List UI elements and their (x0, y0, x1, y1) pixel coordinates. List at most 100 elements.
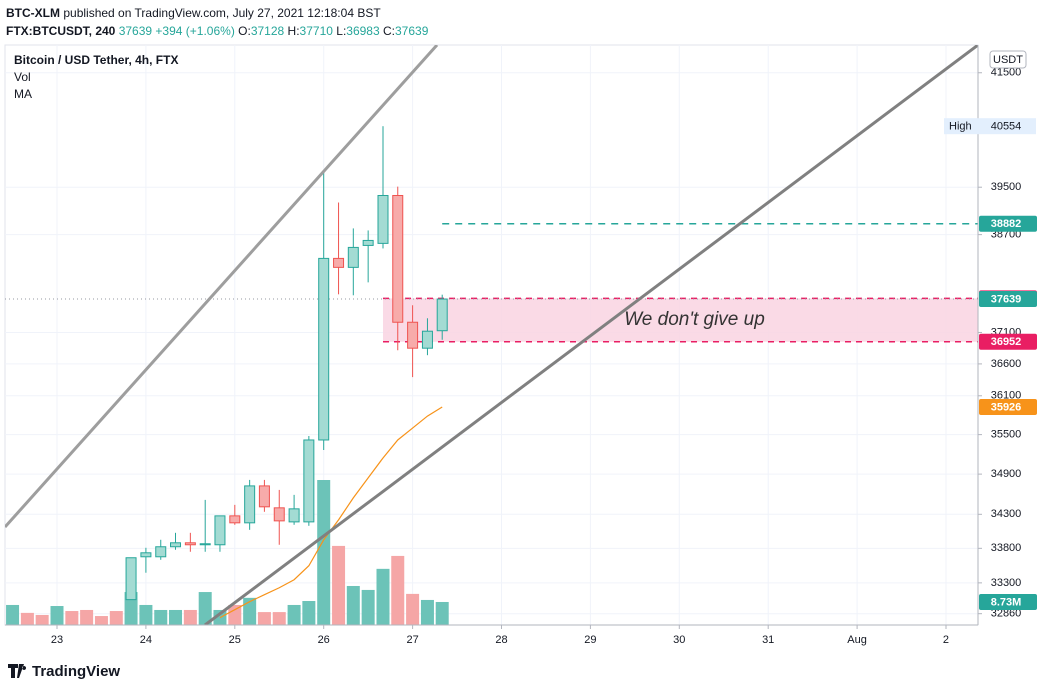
candle-body (318, 257, 330, 441)
candle-body (362, 239, 374, 246)
x-tick-label: 29 (584, 634, 596, 646)
y-tick-label: 36600 (991, 358, 1022, 370)
candle-body (407, 321, 419, 349)
price-badge (979, 398, 1037, 415)
volume-bar (35, 614, 49, 625)
currency: USDT (993, 54, 1023, 66)
candle-body (214, 515, 226, 546)
volume-bar (391, 555, 405, 625)
x-tick-label: Aug (847, 634, 867, 646)
zone (382, 298, 978, 342)
volume-bar (124, 592, 138, 625)
x-tick-label: 27 (406, 634, 418, 646)
ohlc-value: 37128 (250, 24, 285, 38)
volume-bar (80, 609, 94, 625)
header-line: BTC-XLM published on TradingView.com, Ju… (6, 4, 428, 22)
legend-item: MA (14, 87, 32, 101)
y-tick-label: 34900 (991, 468, 1022, 480)
price-badge (979, 215, 1037, 232)
volume-bar (20, 612, 34, 625)
header-line: FTX:BTCUSDT, 240 37639 +394 (+1.06%) O:3… (6, 22, 428, 40)
candle-body (333, 257, 345, 268)
volume-bar (420, 599, 434, 625)
y-tick-label: 33800 (991, 542, 1022, 554)
x-tick-label: 28 (495, 634, 507, 646)
currency-box (989, 50, 1027, 69)
volume-bar (361, 589, 375, 625)
y-tick-label: 39500 (991, 181, 1022, 193)
y-tick-label: 41500 (991, 67, 1022, 79)
candle-body (288, 508, 300, 523)
change: +394 (+1.06%) (155, 24, 235, 38)
y-tick-label: 35500 (991, 429, 1022, 441)
x-tick-label: 31 (762, 634, 774, 646)
ohlc-value: 37639 (395, 24, 429, 38)
ohlc-label: H: (287, 24, 300, 38)
volume-bar (302, 601, 316, 625)
volume-bar (272, 612, 286, 625)
x-tick-label: 2 (943, 634, 949, 646)
volume-bar (139, 604, 153, 625)
volume-bar (406, 593, 420, 625)
volume-bar (346, 585, 360, 625)
candle-body (303, 439, 315, 523)
price-badge (979, 333, 1037, 350)
brand: TradingView (32, 663, 120, 680)
logo-mark (8, 664, 27, 678)
x-tick-label: 23 (51, 634, 63, 646)
axes: 4150039500387003710036600361003550034900… (5, 45, 1037, 646)
volume-bar (332, 545, 346, 625)
trend-lines (5, 45, 978, 625)
price-badge-label: 35926 (991, 401, 1022, 413)
x-tick-label: 24 (140, 634, 152, 646)
ohlc-label: L: (336, 24, 347, 38)
symbol: FTX:BTCUSDT, 240 (6, 24, 116, 38)
y-tick-label: 33300 (991, 577, 1022, 589)
x-tick-label: 26 (318, 634, 330, 646)
price-badge-label: 8.73M (991, 596, 1022, 608)
x-tick-label: 25 (229, 634, 241, 646)
header: BTC-XLM published on TradingView.com, Ju… (6, 4, 428, 40)
price-badge-label: 36952 (991, 336, 1022, 348)
author: BTC-XLM (6, 6, 60, 20)
volume-bar (50, 606, 64, 625)
candle-body (258, 485, 270, 508)
logo: TradingView (8, 663, 120, 680)
y-tick-label: 34300 (991, 508, 1022, 520)
candle-body (421, 330, 433, 349)
volume-bar (317, 480, 331, 625)
price-badge (979, 593, 1037, 610)
volume-bar (287, 604, 301, 625)
ohlc-label: C: (383, 24, 395, 38)
ohlc-value: 37710 (299, 24, 333, 38)
candle-body (436, 298, 448, 332)
y-tick-label: 32860 (991, 608, 1022, 620)
volume-bar (228, 604, 242, 625)
plot-layer: We don't give up (5, 126, 978, 625)
candle-body (155, 546, 167, 558)
candle-body (170, 542, 182, 548)
legend-item: Vol (14, 70, 31, 84)
volume-bar (94, 616, 108, 625)
ohlc-value: 36983 (346, 24, 380, 38)
price-badge (979, 291, 1037, 308)
volume-bar (154, 609, 168, 625)
volume-bar (243, 597, 257, 625)
candle-body (229, 515, 241, 524)
volume-bar (198, 592, 212, 625)
legend-title: Bitcoin / USD Tether, 4h, FTX (14, 53, 178, 67)
volume-bar (65, 611, 79, 625)
ohlc-label: O: (238, 24, 251, 38)
high-badge (944, 118, 1036, 135)
published: published on TradingView.com, July 27, 2… (63, 6, 381, 20)
candle-body (199, 543, 211, 546)
last-price: 37639 (118, 24, 153, 38)
x-tick-label: 30 (673, 634, 685, 646)
candle-body (273, 507, 285, 522)
high-label: High (949, 121, 972, 133)
volume-bar (169, 609, 183, 625)
candle-body (125, 557, 137, 601)
volume-bar (257, 612, 271, 625)
